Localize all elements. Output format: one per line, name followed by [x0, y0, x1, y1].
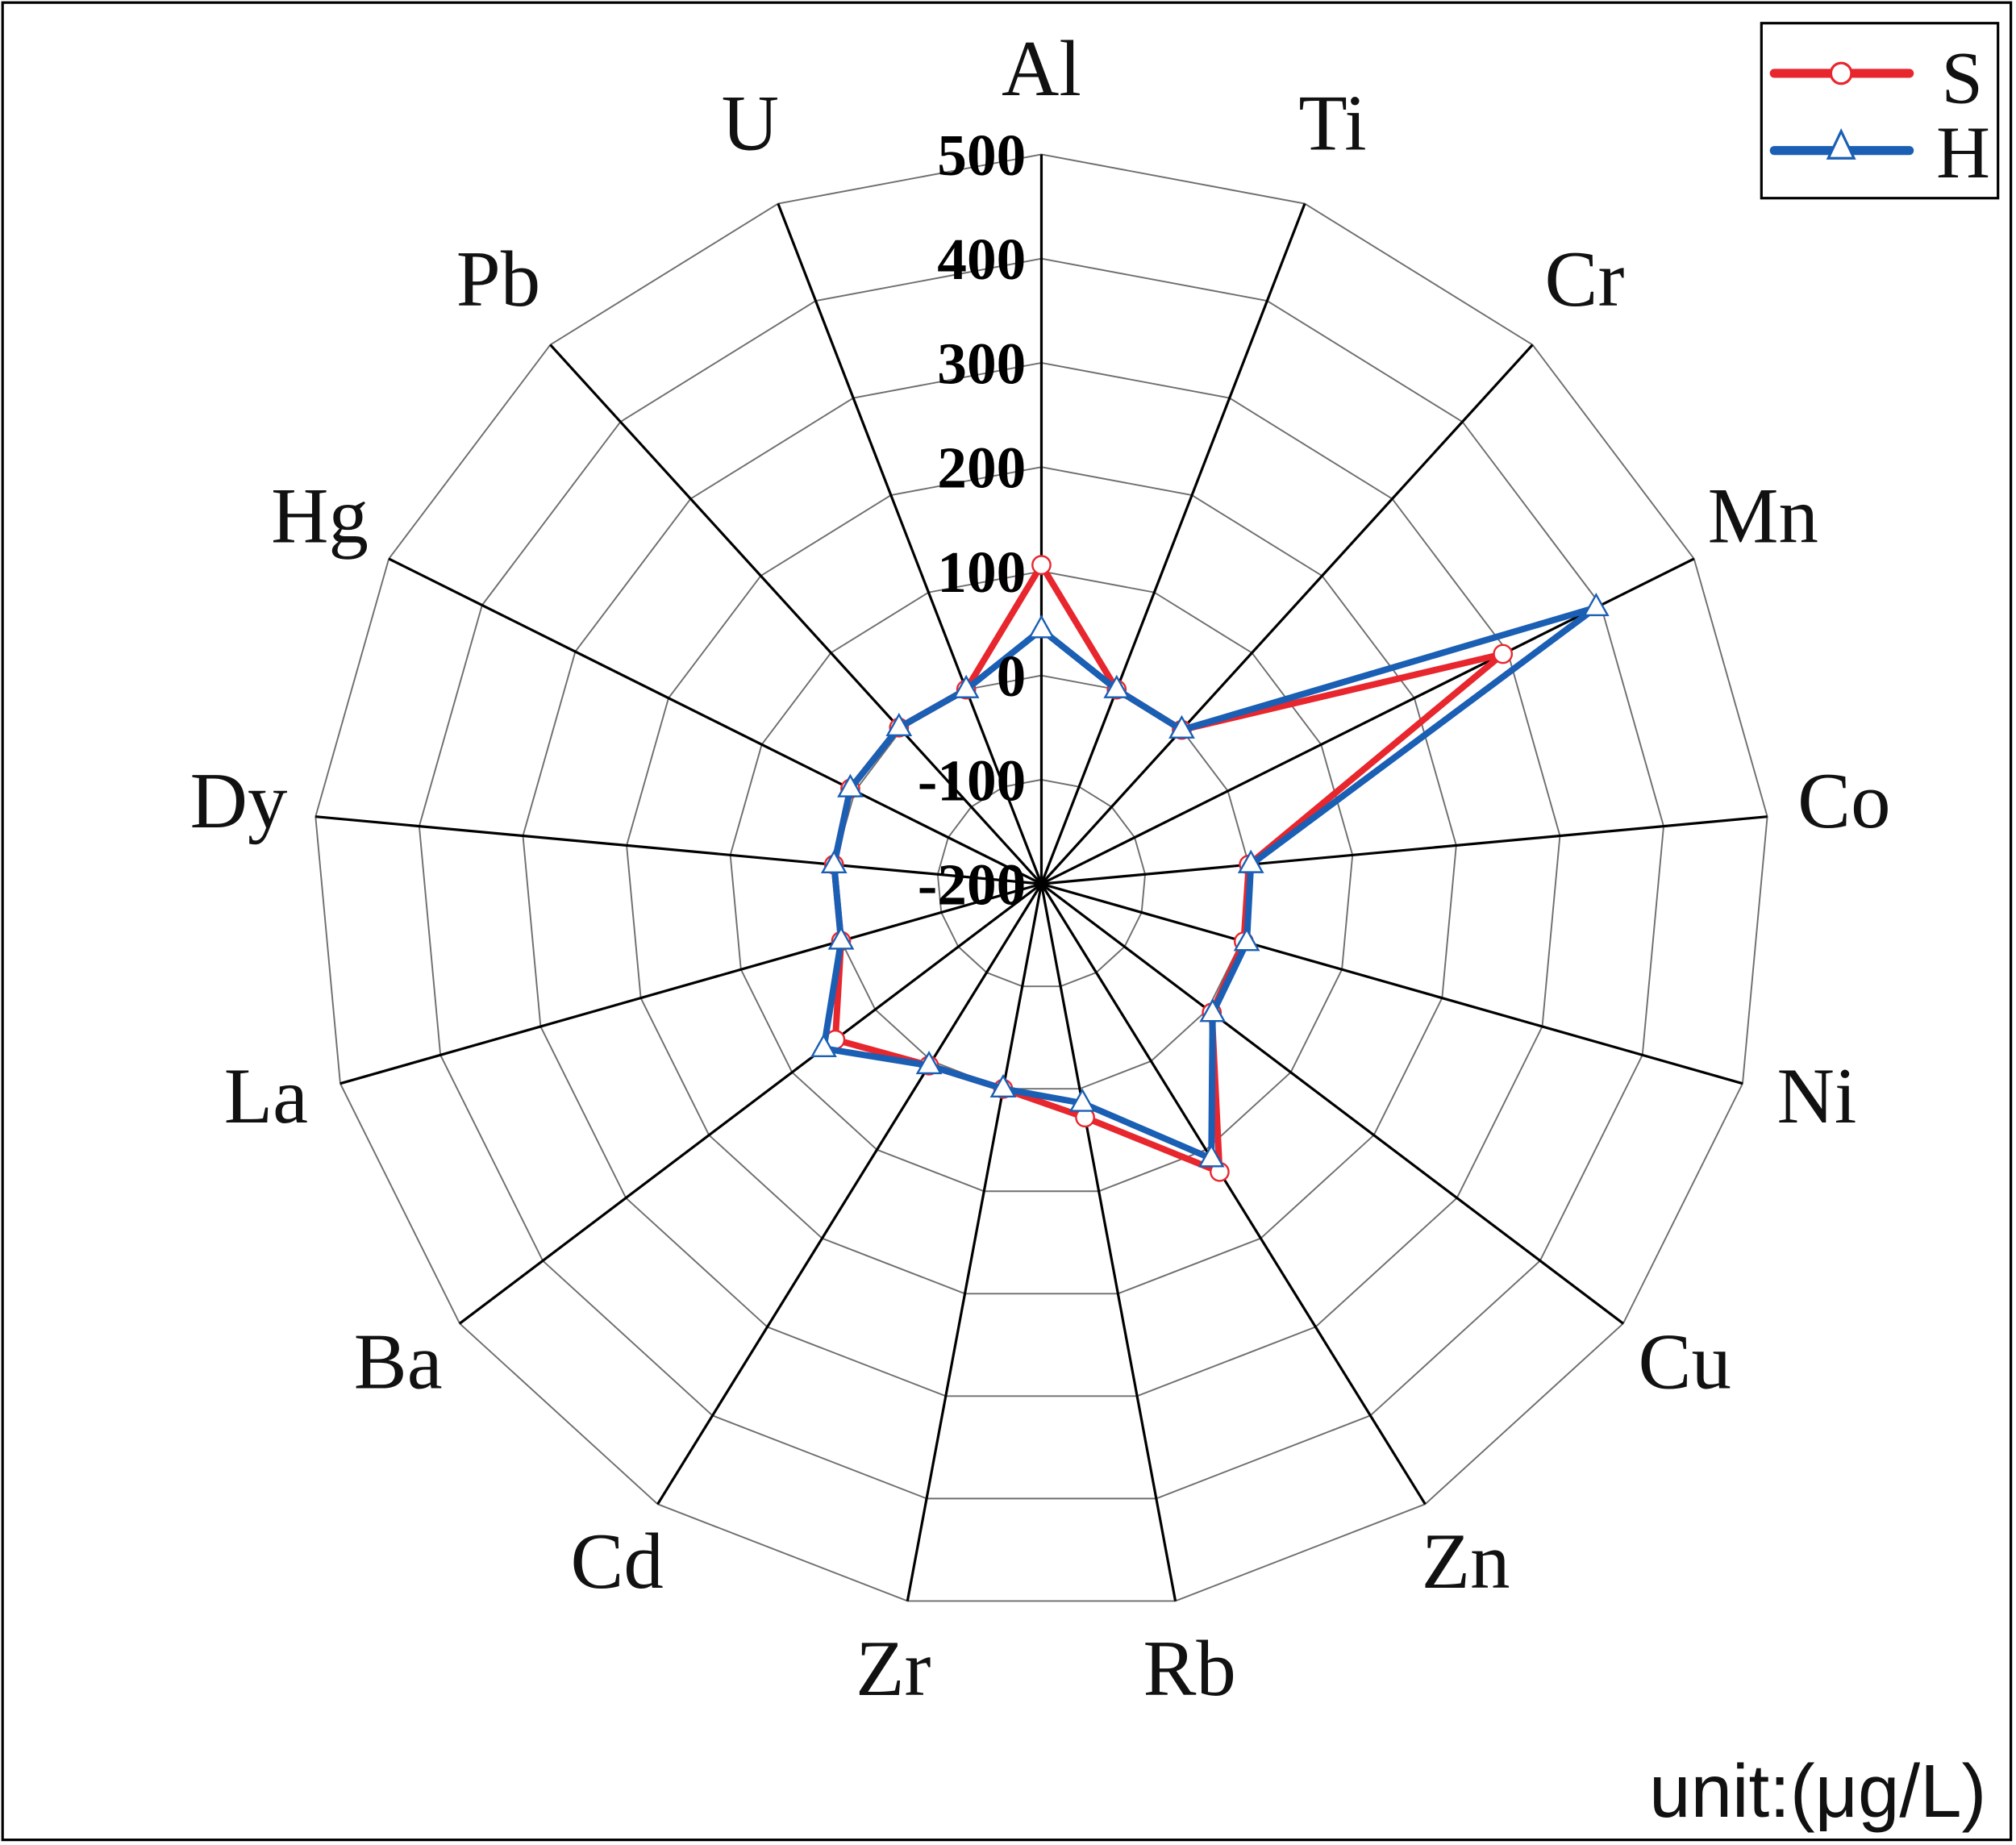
triangle-marker-icon [810, 1033, 837, 1057]
grid-ring [833, 674, 1250, 1090]
axis-label-hg: Hg [271, 473, 369, 560]
triangle-marker-icon [1199, 998, 1227, 1022]
axis-label-pb: Pb [456, 235, 540, 323]
triangle-marker-icon [1233, 927, 1260, 952]
series-layer [810, 555, 1610, 1182]
triangle-marker-icon [1582, 592, 1610, 617]
axis-spoke [315, 815, 1042, 885]
axis-label-zn: Zn [1422, 1518, 1510, 1606]
legend-item-h: H [1769, 112, 1990, 194]
axis-spoke [1041, 815, 1768, 885]
grid-ring [936, 778, 1147, 988]
triangle-marker-icon [1028, 614, 1055, 639]
triangle-marker-icon [820, 849, 848, 874]
triangle-marker-icon [989, 1073, 1017, 1097]
radial-tick-label: 500 [937, 123, 1026, 188]
series-h [810, 592, 1610, 1168]
radial-tick-label: 200 [937, 435, 1026, 501]
triangle-marker-icon [1198, 1143, 1225, 1168]
axis-spoke [388, 557, 1043, 885]
axis-spoke [339, 882, 1042, 1085]
grid-rings [314, 153, 1768, 1602]
axis-spoke [1041, 882, 1743, 1085]
axis-spoke [549, 344, 1043, 885]
axis-label-dy: Dy [190, 757, 288, 845]
radial-tick-labels: -200 -100 0 100 200 300 400 500 [918, 123, 1026, 918]
legend-label-s: S [1942, 38, 1983, 120]
axis-label-cd: Cd [571, 1518, 664, 1606]
axis-labels: Al Ti Cr Mn Co Ni Cu Zn Rb Zr Cd Ba La Dy Hg Pb U [190, 25, 1891, 1713]
radial-tick-label: 0 [997, 643, 1027, 709]
grid-ring [418, 257, 1664, 1500]
grid-spokes [315, 154, 1768, 1601]
radial-tick-label: -100 [918, 748, 1026, 813]
radial-tick-label: 400 [937, 227, 1026, 292]
axis-label-co: Co [1797, 757, 1890, 845]
axis-label-cr: Cr [1545, 235, 1625, 323]
axis-label-u: U [722, 80, 779, 168]
axis-spoke [656, 883, 1043, 1506]
radial-tick-label: 100 [937, 539, 1026, 605]
axis-label-zr: Zr [856, 1625, 931, 1713]
axis-spoke [777, 202, 1043, 885]
axis-spoke [1039, 202, 1306, 885]
axis-label-ni: Ni [1777, 1052, 1857, 1140]
axis-spoke [906, 883, 1043, 1601]
triangle-marker-icon [1103, 674, 1131, 698]
legend-label-h: H [1936, 112, 1990, 194]
unit-label: unit:(μg/L) [1649, 1749, 1986, 1833]
grid-ring [314, 153, 1768, 1602]
legend-item-s: S [1769, 38, 1983, 120]
triangle-marker-icon [1068, 1088, 1096, 1112]
triangle-marker-icon [1168, 714, 1195, 739]
grid-ring [522, 361, 1561, 1397]
axis-label-ba: Ba [354, 1318, 443, 1406]
triangle-marker-icon [885, 712, 913, 737]
axis-spoke [1039, 883, 1177, 1601]
triangle-marker-icon [952, 674, 980, 698]
radial-tick-label: -200 [918, 852, 1026, 918]
triangle-marker-icon [1826, 128, 1856, 160]
series-line [820, 604, 1600, 1162]
axis-label-al: Al [1002, 25, 1081, 113]
grid-ring [729, 570, 1354, 1193]
circle-marker-icon [1493, 643, 1514, 664]
triangle-marker-icon [1237, 849, 1264, 873]
axis-label-la: La [224, 1052, 308, 1140]
axis-spoke [1040, 882, 1624, 1325]
axis-spoke [1040, 883, 1427, 1506]
circle-marker-icon [1031, 555, 1052, 576]
axis-spoke [459, 882, 1043, 1325]
axis-label-cu: Cu [1639, 1318, 1731, 1406]
circle-marker-icon [1829, 61, 1853, 85]
triangle-marker-icon [837, 773, 864, 798]
triangle-marker-icon [827, 926, 855, 950]
legend: S H [1760, 22, 2000, 200]
axis-spoke [1040, 344, 1534, 885]
axis-label-ti: Ti [1298, 80, 1366, 168]
triangle-marker-icon [915, 1050, 943, 1075]
legend-box [1760, 22, 2000, 200]
axis-label-rb: Rb [1143, 1625, 1235, 1713]
axis-label-mn: Mn [1708, 473, 1818, 560]
radial-tick-label: 300 [937, 331, 1026, 396]
